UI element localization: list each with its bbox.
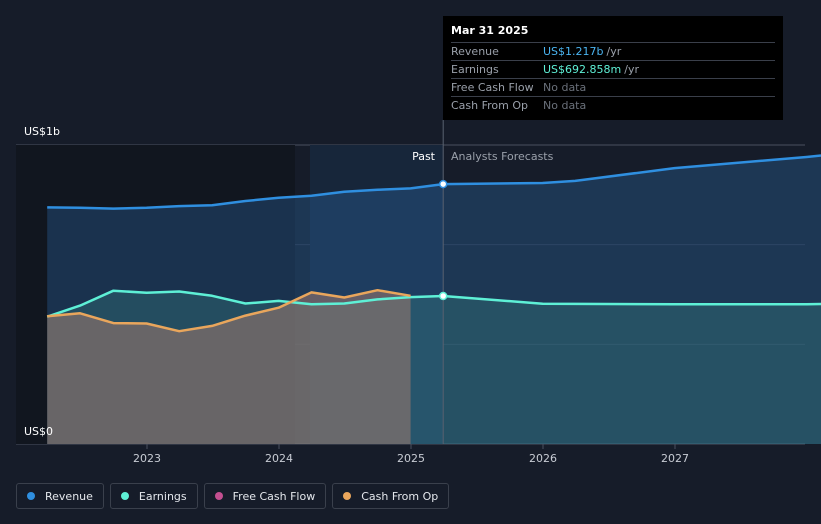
x-tick-label: 2023 bbox=[133, 452, 161, 465]
tooltip: Mar 31 2025 Revenue US$1.217b /yr Earnin… bbox=[443, 16, 783, 120]
tooltip-row-earnings: Earnings US$692.858m /yr bbox=[451, 61, 775, 79]
legend-item-cash-from-op[interactable]: Cash From Op bbox=[332, 483, 450, 509]
legend-dot-icon bbox=[120, 492, 129, 500]
y-axis-bottom-label: US$0 bbox=[24, 425, 54, 438]
legend-label: Earnings bbox=[138, 489, 187, 503]
legend-dot-icon bbox=[343, 492, 352, 500]
x-tick-label: 2024 bbox=[265, 452, 293, 465]
legend-dot-icon bbox=[27, 492, 35, 500]
x-tick-label: 2026 bbox=[529, 452, 557, 465]
revenue-line bbox=[47, 154, 821, 210]
legend-item-revenue[interactable]: Revenue bbox=[16, 483, 104, 509]
tooltip-label: Earnings bbox=[451, 63, 499, 76]
tooltip-label: Revenue bbox=[451, 45, 499, 58]
tooltip-value: US$1.217b bbox=[543, 45, 604, 58]
tooltip-label: Cash From Op bbox=[451, 99, 529, 112]
tooltip-unit: /yr bbox=[624, 63, 639, 76]
tooltip-label: Free Cash Flow bbox=[451, 81, 534, 94]
y-axis-top-label: US$1b bbox=[24, 125, 61, 138]
revenue-highlight-point bbox=[438, 179, 448, 189]
cash-from-op-area bbox=[47, 290, 411, 444]
legend-item-earnings[interactable]: Earnings bbox=[109, 483, 198, 509]
tooltip-date: Mar 31 2025 bbox=[451, 22, 775, 43]
tooltip-value: US$692.858m bbox=[543, 63, 622, 76]
tooltip-value: No data bbox=[543, 99, 587, 112]
legend-label: Free Cash Flow bbox=[232, 489, 316, 503]
x-tick-label: 2027 bbox=[661, 452, 689, 465]
tooltip-unit: /yr bbox=[606, 45, 622, 58]
legend-item-free-cash-flow[interactable]: Free Cash Flow bbox=[203, 483, 327, 509]
tooltip-row-revenue: Revenue US$1.217b /yr bbox=[451, 43, 775, 61]
forecast-label: Analysts Forecasts bbox=[451, 150, 554, 163]
legend-label: Cash From Op bbox=[361, 489, 439, 503]
earnings-line bbox=[46, 289, 821, 318]
x-tick-label: 2025 bbox=[397, 452, 425, 465]
legend: Revenue Earnings Free Cash Flow Cash Fro… bbox=[16, 483, 450, 509]
tooltip-value: No data bbox=[543, 81, 587, 94]
cash-from-op-line bbox=[47, 288, 411, 333]
tooltip-row-free-cash-flow: Free Cash Flow No data bbox=[451, 79, 775, 97]
tooltip-row-cash-from-op: Cash From Op No data bbox=[451, 97, 775, 114]
past-label: Past bbox=[412, 150, 436, 163]
chart-area: 2023 2024 2025 2026 2027 Past Analysts Forec… bbox=[16, 120, 821, 465]
earnings-highlight-point bbox=[438, 291, 448, 301]
legend-dot-icon bbox=[214, 492, 223, 500]
legend-label: Revenue bbox=[45, 489, 93, 503]
